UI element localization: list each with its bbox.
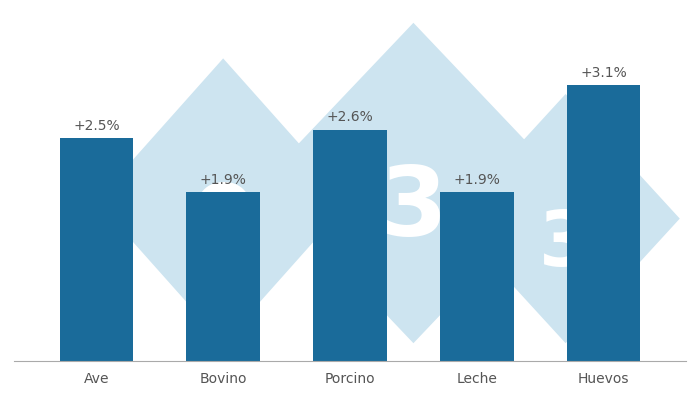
Text: +1.9%: +1.9% — [454, 172, 500, 186]
Polygon shape — [452, 94, 680, 343]
Polygon shape — [261, 23, 566, 343]
Text: 3: 3 — [539, 208, 592, 282]
Bar — [313, 130, 387, 361]
Polygon shape — [97, 58, 350, 343]
Bar — [60, 138, 133, 361]
Text: +3.1%: +3.1% — [580, 66, 627, 80]
Text: 3: 3 — [379, 163, 447, 256]
Bar — [567, 85, 640, 361]
Text: +1.9%: +1.9% — [199, 172, 246, 186]
Text: +2.6%: +2.6% — [327, 110, 373, 124]
Bar — [440, 192, 514, 361]
Bar — [186, 192, 260, 361]
Text: 0: 0 — [190, 181, 257, 274]
Text: +2.5%: +2.5% — [73, 119, 120, 133]
